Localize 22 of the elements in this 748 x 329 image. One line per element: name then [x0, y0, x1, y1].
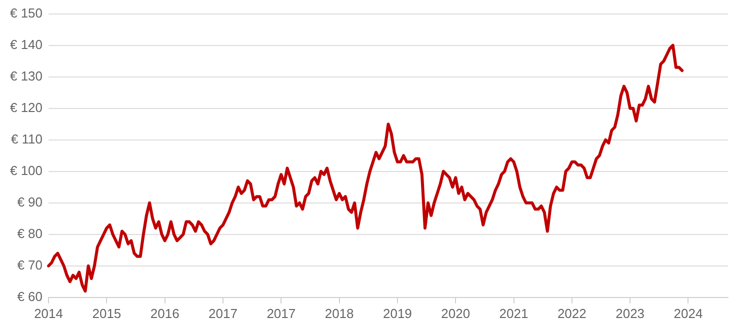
x-tick-label: 2023 — [616, 306, 645, 321]
x-tick-label: 2016 — [150, 306, 180, 321]
y-tick-label: € 60 — [17, 288, 43, 304]
x-tick-label: 2015 — [92, 306, 122, 321]
x-tick-label: 2024 — [674, 306, 703, 321]
y-tick-label: € 120 — [10, 100, 43, 115]
x-tick-label: 2018 — [324, 306, 354, 321]
x-tick-label: 2017 — [208, 306, 238, 321]
y-tick-label: € 70 — [17, 257, 43, 272]
x-tick-label: 2014 — [34, 306, 63, 321]
y-tick-label: € 100 — [10, 162, 43, 178]
y-tick-label: € 110 — [10, 131, 43, 146]
y-tick-label: € 80 — [17, 226, 43, 241]
x-tick-label: 2022 — [557, 306, 586, 321]
y-tick-label: € 90 — [17, 194, 43, 210]
x-tick-label: 2021 — [499, 306, 528, 321]
y-tick-label: € 130 — [10, 68, 43, 84]
x-tick-label: 2019 — [382, 306, 412, 321]
x-tick-label: 2020 — [441, 306, 470, 321]
y-tick-label: € 140 — [10, 36, 43, 52]
x-tick-label: 2017 — [266, 306, 296, 321]
y-tick-label: € 150 — [10, 5, 43, 20]
